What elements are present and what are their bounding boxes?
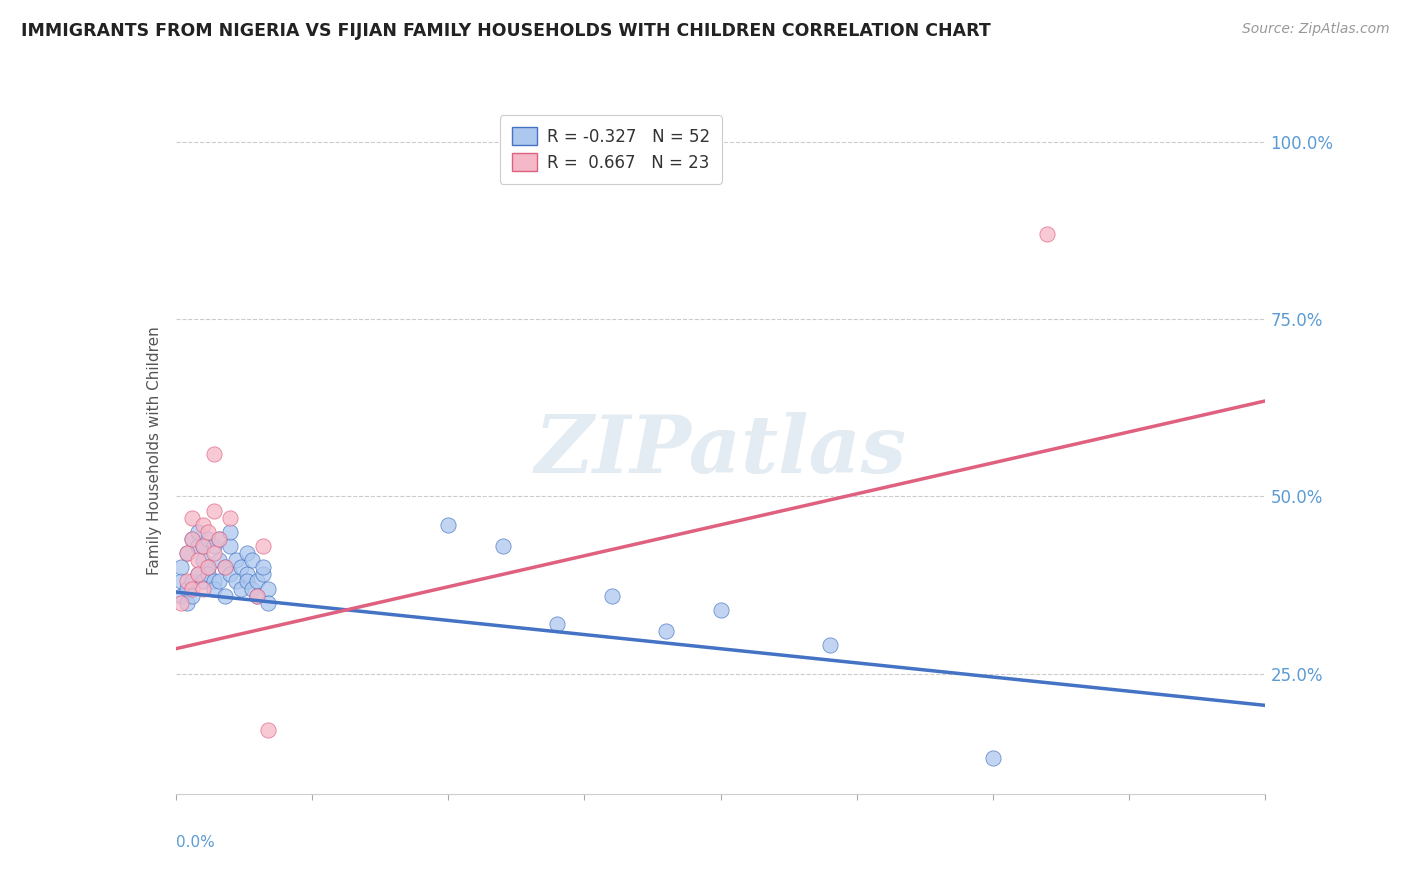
Y-axis label: Family Households with Children: Family Households with Children [146,326,162,574]
Point [981,751,1004,765]
Point [197,560,219,574]
Point [191,582,214,596]
Point [219,524,242,539]
Point [176,546,198,560]
Point [492,539,515,553]
Point [252,539,274,553]
Point [208,532,231,546]
Point [191,574,214,589]
Point [214,560,236,574]
Point [176,546,198,560]
Point [191,517,214,532]
Point [231,560,253,574]
Point [252,560,274,574]
Point [197,532,219,546]
Legend: R = -0.327   N = 52, R =  0.667   N = 23: R = -0.327 N = 52, R = 0.667 N = 23 [501,115,721,184]
Point [208,532,231,546]
Point [655,624,678,638]
Point [214,589,236,603]
Point [208,553,231,567]
Point [246,574,269,589]
Point [202,574,225,589]
Point [181,510,204,524]
Point [246,589,269,603]
Point [202,447,225,461]
Point [191,553,214,567]
Point [170,574,193,589]
Point [225,574,247,589]
Point [181,532,204,546]
Point [257,596,280,610]
Point [186,524,209,539]
Point [191,539,214,553]
Point [235,574,257,589]
Point [208,574,231,589]
Point [231,582,253,596]
Point [197,560,219,574]
Point [181,582,204,596]
Text: IMMIGRANTS FROM NIGERIA VS FIJIAN FAMILY HOUSEHOLDS WITH CHILDREN CORRELATION CH: IMMIGRANTS FROM NIGERIA VS FIJIAN FAMILY… [21,22,991,40]
Point [202,503,225,517]
Point [214,560,236,574]
Point [170,560,193,574]
Point [186,567,209,582]
Text: Source: ZipAtlas.com: Source: ZipAtlas.com [1241,22,1389,37]
Point [1036,227,1059,242]
Point [170,596,193,610]
Point [202,539,225,553]
Point [181,574,204,589]
Point [186,553,209,567]
Point [202,546,225,560]
Point [219,510,242,524]
Point [176,582,198,596]
Point [246,589,269,603]
Point [818,638,841,652]
Point [437,517,460,532]
Point [219,567,242,582]
Point [235,567,257,582]
Point [240,553,263,567]
Point [197,524,219,539]
Point [710,603,733,617]
Point [176,596,198,610]
Point [225,553,247,567]
Point [181,589,204,603]
Point [257,723,280,738]
Point [181,532,204,546]
Point [197,567,219,582]
Text: 0.0%: 0.0% [176,835,215,850]
Point [546,616,568,631]
Point [202,582,225,596]
Point [257,582,280,596]
Text: ZIPatlas: ZIPatlas [534,412,907,489]
Point [176,574,198,589]
Point [170,589,193,603]
Point [186,567,209,582]
Point [240,582,263,596]
Point [600,589,623,603]
Point [186,539,209,553]
Point [252,567,274,582]
Point [219,539,242,553]
Point [191,539,214,553]
Point [235,546,257,560]
